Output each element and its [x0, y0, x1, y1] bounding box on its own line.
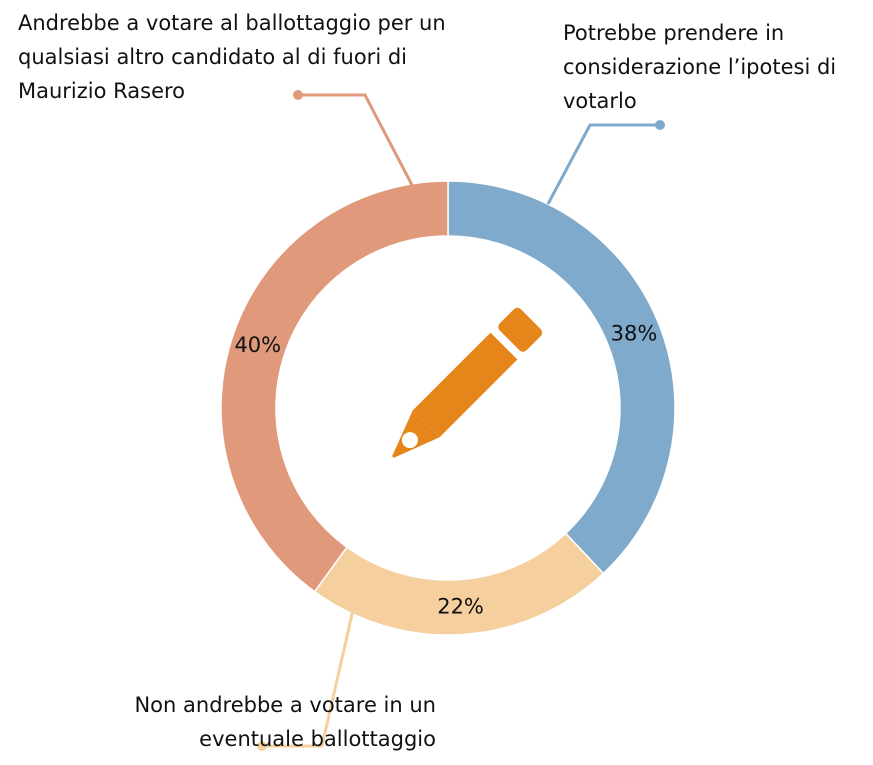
- leader-dot: [293, 90, 303, 100]
- leader-dot: [655, 120, 665, 130]
- value-label: 40%: [234, 333, 281, 357]
- leader-line: [546, 123, 660, 205]
- leader-line: [262, 609, 355, 748]
- donut-slice: [220, 180, 449, 593]
- category-label: Andrebbe a votare al ballottaggio per un…: [18, 11, 446, 103]
- category-label: Potrebbe prendere in considerazione l’ip…: [563, 21, 837, 113]
- donut-slice: [447, 180, 676, 575]
- donut-slice: [313, 532, 605, 636]
- value-label: 22%: [437, 595, 484, 619]
- leader-dot: [257, 741, 267, 751]
- pencil-icon: [390, 307, 543, 460]
- leader-line: [298, 93, 414, 186]
- category-label: Non andrebbe a votare in un eventuale ba…: [134, 693, 436, 751]
- value-label: 38%: [611, 321, 658, 345]
